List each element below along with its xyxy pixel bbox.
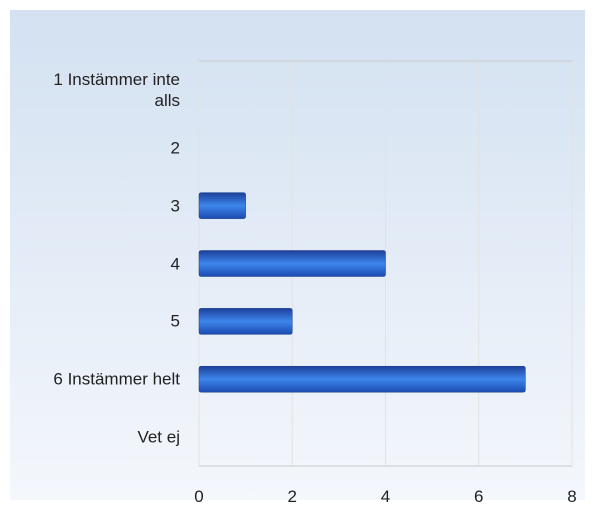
bar	[198, 250, 386, 277]
x-tick-label: 6	[474, 487, 484, 506]
x-tick-label: 8	[567, 487, 577, 506]
y-tick-label: Vet ej	[137, 427, 180, 447]
y-tick-label: 6 Instämmer helt	[53, 369, 180, 389]
y-tick-label: 1 Instämmer inte alls	[53, 69, 180, 110]
y-tick-label: 4	[170, 254, 180, 273]
x-tick-label: 4	[380, 487, 391, 506]
y-tick-label: 2	[170, 138, 180, 158]
bar	[198, 308, 293, 335]
y-tick-label: 5	[170, 311, 180, 331]
y-tick-label: 3	[170, 196, 180, 216]
bar	[198, 192, 246, 219]
x-tick-label: 2	[287, 487, 297, 506]
bar	[198, 365, 526, 393]
x-tick-label: 0	[194, 487, 204, 506]
